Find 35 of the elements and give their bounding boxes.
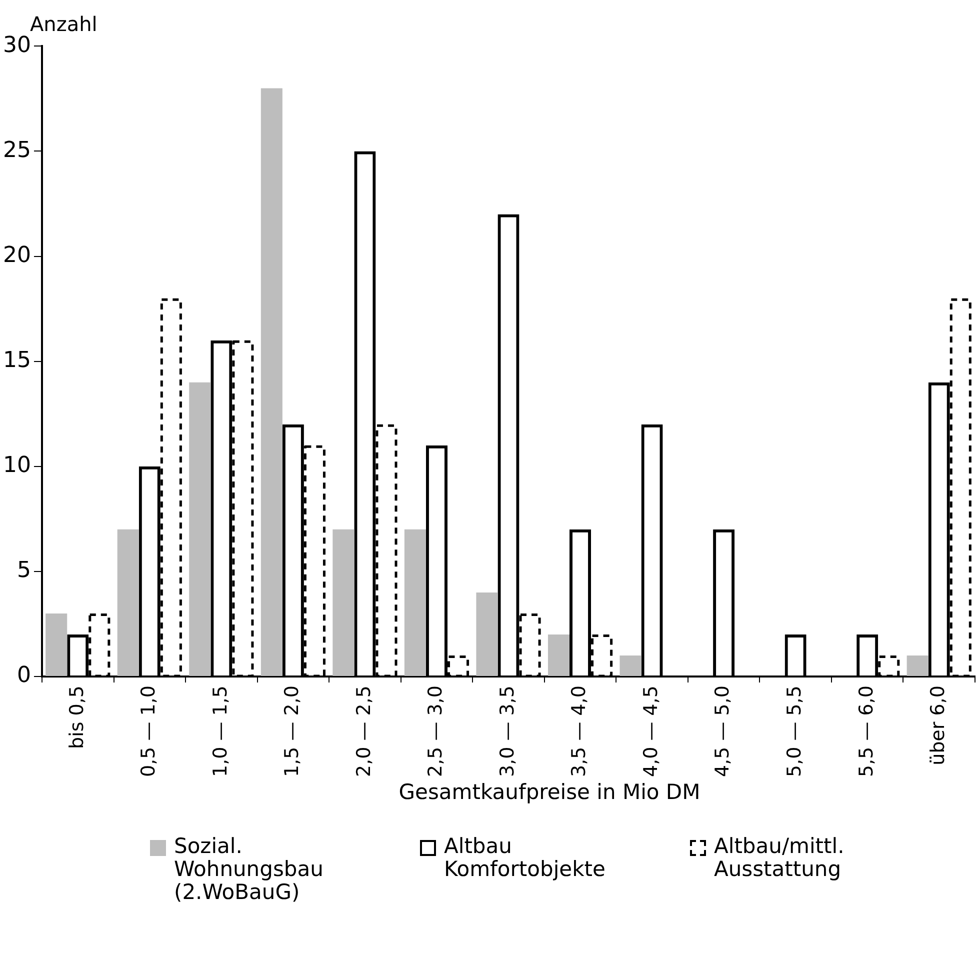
y-tick-label: 20 bbox=[2, 243, 31, 268]
bar bbox=[46, 613, 68, 676]
y-tick-label: 25 bbox=[2, 138, 31, 163]
x-axis-title: Gesamtkaufpreise in Mio DM bbox=[398, 780, 702, 804]
legend-label: Altbau/mittl. Ausstattung bbox=[714, 834, 846, 881]
x-tick-label: 5,0 — 5,5 bbox=[784, 685, 806, 778]
x-tick-label: 3,5 — 4,0 bbox=[568, 685, 590, 778]
x-tick-label: 0,5 — 1,0 bbox=[138, 685, 160, 778]
bar bbox=[906, 655, 928, 676]
y-tick-label: 15 bbox=[2, 348, 31, 374]
bar bbox=[620, 655, 642, 676]
x-tick-label: 3,0 — 3,5 bbox=[496, 685, 518, 778]
legend-label: Altbau Komfortobjekte bbox=[444, 834, 606, 881]
x-tick-label: 5,5 — 6,0 bbox=[855, 685, 878, 778]
x-tick-label: 4,5 — 5,0 bbox=[712, 685, 734, 778]
x-tick-label: 1,0 — 1,5 bbox=[209, 685, 232, 778]
bar bbox=[260, 88, 282, 676]
x-tick-label: 1,5 — 2,0 bbox=[281, 685, 304, 778]
bar bbox=[404, 529, 426, 676]
y-tick-label: 10 bbox=[2, 453, 31, 478]
bar bbox=[332, 529, 354, 676]
x-tick-label: 2,5 — 3,0 bbox=[424, 685, 447, 778]
y-tick-label: 0 bbox=[16, 663, 31, 688]
x-tick-label: über 6,0 bbox=[927, 685, 950, 766]
x-tick-label: 2,0 — 2,5 bbox=[352, 685, 375, 778]
legend-label: Sozial. Wohnungsbau (2.WoBauG) bbox=[174, 834, 324, 904]
bar bbox=[476, 592, 498, 676]
y-tick-label: 30 bbox=[2, 32, 31, 58]
y-tick-label: 5 bbox=[16, 558, 31, 584]
bar bbox=[548, 634, 570, 676]
bar bbox=[189, 382, 211, 676]
bar bbox=[117, 529, 139, 676]
y-axis-title: Anzahl bbox=[30, 12, 98, 36]
x-tick-label: bis 0,5 bbox=[66, 685, 88, 749]
x-tick-label: 4,0 — 4,5 bbox=[640, 685, 662, 778]
